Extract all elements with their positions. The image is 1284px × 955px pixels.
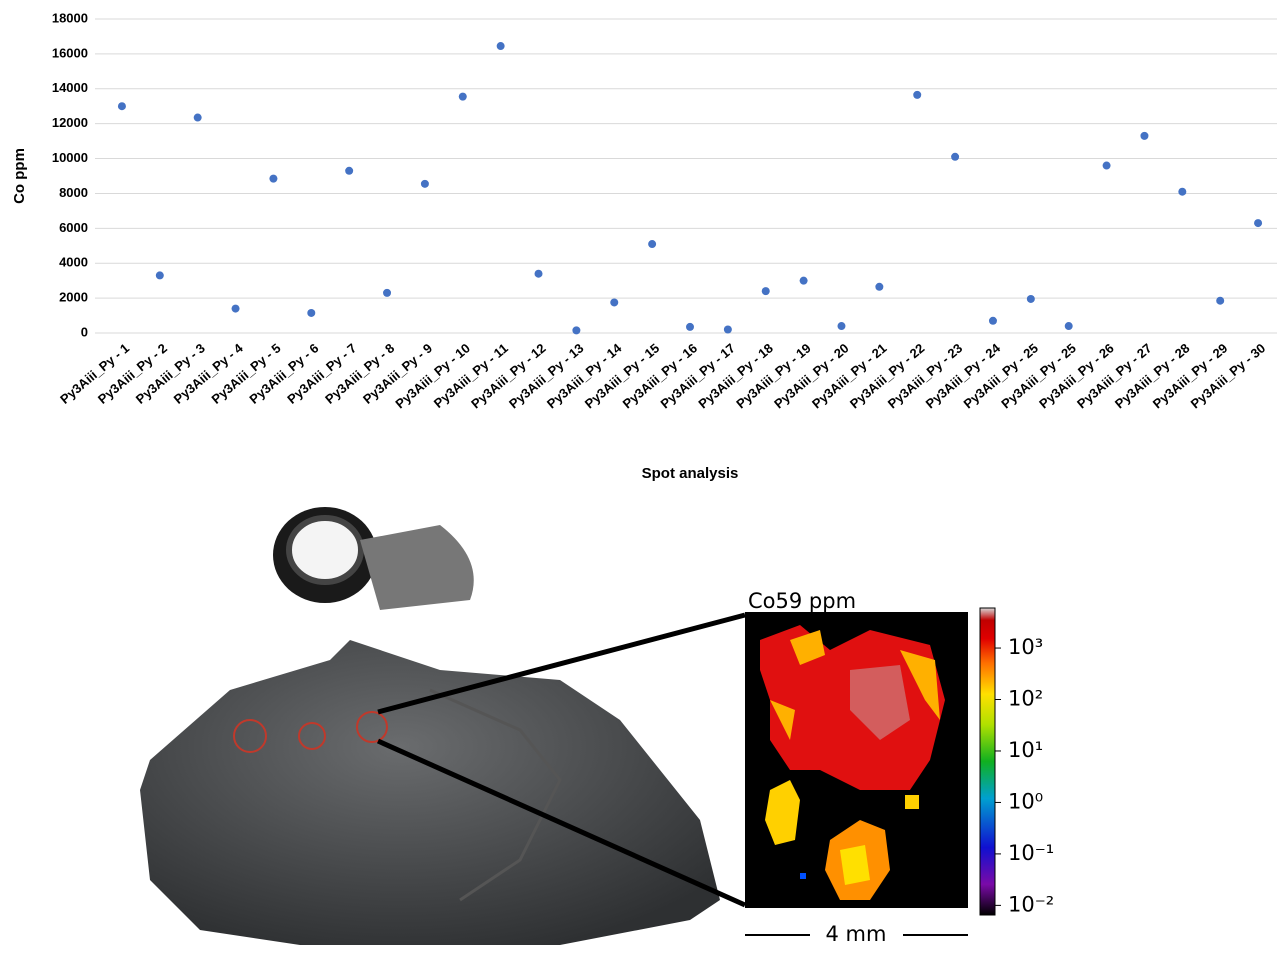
point bbox=[193, 113, 202, 122]
photo bbox=[140, 507, 747, 945]
scale-bar-label: 4 mm bbox=[826, 922, 887, 946]
colorbar-tick-label: 10⁻² bbox=[1008, 892, 1054, 916]
point bbox=[117, 102, 126, 111]
point bbox=[534, 269, 543, 278]
y-axis-title: Co ppm bbox=[11, 148, 28, 204]
y-tick-label: 12000 bbox=[52, 115, 88, 130]
point bbox=[496, 42, 505, 51]
point bbox=[345, 166, 354, 175]
y-tick-label: 6000 bbox=[59, 220, 88, 235]
point bbox=[155, 271, 164, 280]
point bbox=[1064, 322, 1073, 331]
point bbox=[799, 276, 808, 285]
y-tick-label: 4000 bbox=[59, 255, 88, 270]
map-title: Co59 ppm bbox=[748, 589, 856, 613]
y-tick-label: 10000 bbox=[52, 150, 88, 165]
colorbar-tick-label: 10¹ bbox=[1008, 738, 1043, 762]
point bbox=[951, 152, 960, 161]
colorbar-tick-label: 10⁻¹ bbox=[1008, 841, 1054, 865]
point bbox=[648, 240, 657, 249]
point bbox=[572, 326, 581, 335]
point bbox=[723, 325, 732, 334]
colorbar-tick-label: 10⁰ bbox=[1008, 789, 1043, 813]
point bbox=[231, 304, 240, 313]
point bbox=[1140, 131, 1149, 140]
y-tick-label: 0 bbox=[81, 324, 88, 339]
colorbar-tick-label: 10³ bbox=[1008, 635, 1043, 659]
point bbox=[610, 298, 619, 307]
y-tick-label: 18000 bbox=[52, 10, 88, 25]
y-tick-label: 14000 bbox=[52, 80, 88, 95]
x-axis-title: Spot analysis bbox=[642, 465, 739, 482]
point bbox=[1102, 161, 1111, 170]
point bbox=[458, 92, 467, 101]
point bbox=[988, 316, 997, 325]
point bbox=[875, 282, 884, 291]
point bbox=[269, 174, 278, 183]
y-tick-label: 8000 bbox=[59, 185, 88, 200]
colorbar-tick-label: 10² bbox=[1008, 687, 1043, 711]
point bbox=[1178, 187, 1187, 196]
colorbar bbox=[979, 607, 996, 916]
point bbox=[420, 179, 429, 188]
y-tick-label: 16000 bbox=[52, 45, 88, 60]
y-tick-label: 2000 bbox=[59, 290, 88, 305]
point bbox=[686, 322, 694, 331]
point bbox=[1254, 219, 1263, 228]
point bbox=[837, 322, 846, 331]
heat-map bbox=[745, 612, 968, 908]
point bbox=[913, 90, 922, 99]
point bbox=[383, 288, 392, 297]
point bbox=[1216, 296, 1225, 305]
point bbox=[307, 308, 316, 317]
point bbox=[1026, 294, 1035, 303]
point bbox=[761, 287, 770, 296]
